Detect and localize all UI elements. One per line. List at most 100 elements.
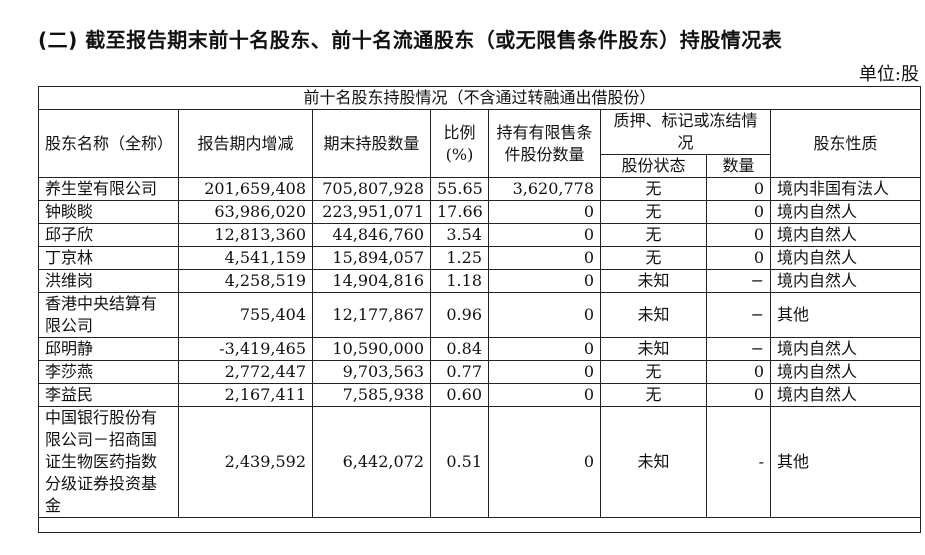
table-row: 李莎燕 2,772,447 9,703,563 0.77 0 无 0 境内自然人 <box>38 360 922 384</box>
pledge-qty-cell: 0 <box>706 246 771 270</box>
ratio-cell: 1.18 <box>430 269 489 293</box>
shareholder-name: 洪维岗 <box>38 269 179 293</box>
top-ten-shareholders-table: 前十名股东持股情况（不含通过转融通出借股份） 股东名称（全称） 报告期内增减 期… <box>37 86 922 533</box>
table-row: 中国银行股份有限公司－招商国证生物医药指数分级证券投资基金 2,439,592 6,… <box>38 406 922 518</box>
shareholder-name: 中国银行股份有限公司－招商国证生物医药指数分级证券投资基金 <box>38 406 179 518</box>
change-cell: 2,772,447 <box>178 360 313 384</box>
section-heading: (二) 截至报告期末前十名股东、前十名流通股东（或无限售条件股东）持股情况表 <box>38 28 783 52</box>
pledge-status-cell: 无 <box>600 200 707 224</box>
nature-cell: 其他 <box>769 406 922 518</box>
change-cell: -3,419,465 <box>178 337 313 361</box>
header-pledge-status: 股份状态 <box>600 154 707 178</box>
change-cell: 755,404 <box>178 292 313 338</box>
nature-cell: 境内自然人 <box>769 337 922 361</box>
pledge-qty-cell: 0 <box>706 200 771 224</box>
restricted-cell: 0 <box>488 246 601 270</box>
restricted-cell: 0 <box>488 337 601 361</box>
ratio-cell: 17.66 <box>430 200 489 224</box>
restricted-cell: 3,620,778 <box>488 177 601 201</box>
pledge-status-cell: 未知 <box>600 337 707 361</box>
change-cell: 2,167,411 <box>178 383 313 407</box>
shares-cell: 12,177,867 <box>312 292 431 338</box>
nature-cell: 境内自然人 <box>769 360 922 384</box>
table-row: 洪维岗 4,258,519 14,904,816 1.18 0 未知 − 境内自然人 <box>38 269 922 293</box>
nature-cell: 境内自然人 <box>769 246 922 270</box>
header-pledge-group: 质押、标记或冻结情况 <box>600 109 771 155</box>
restricted-cell: 0 <box>488 292 601 338</box>
shares-cell: 10,590,000 <box>312 337 431 361</box>
table-row: 钟睒睒 63,986,020 223,951,071 17.66 0 无 0 境内自然人 <box>38 200 922 224</box>
pledge-qty-cell: 0 <box>706 223 771 247</box>
restricted-cell: 0 <box>488 200 601 224</box>
pledge-qty-cell: 0 <box>706 383 771 407</box>
unit-label: 单位:股 <box>858 64 919 85</box>
header-restricted: 持有有限售条件股份数量 <box>488 109 601 178</box>
change-cell: 201,659,408 <box>178 177 313 201</box>
subheader-row: 股份状态 数量 <box>39 154 921 178</box>
change-cell: 63,986,020 <box>178 200 313 224</box>
ratio-cell: 0.96 <box>430 292 489 338</box>
ratio-cell: 0.84 <box>430 337 489 361</box>
table-row: 丁京林 4,541,159 15,894,057 1.25 0 无 0 境内自然人 <box>38 246 922 270</box>
table-row: 邱子欣 12,813,360 44,846,760 3.54 0 无 0 境内自然人 <box>38 223 922 247</box>
restricted-cell: 0 <box>488 383 601 407</box>
pledge-status-cell: 无 <box>600 360 707 384</box>
pledge-status-cell: 无 <box>600 246 707 270</box>
shares-cell: 7,585,938 <box>312 383 431 407</box>
ratio-cell: 55.65 <box>430 177 489 201</box>
restricted-cell: 0 <box>488 406 601 518</box>
shares-cell: 9,703,563 <box>312 360 431 384</box>
shares-cell: 15,894,057 <box>312 246 431 270</box>
shares-cell: 223,951,071 <box>312 200 431 224</box>
ratio-cell: 3.54 <box>430 223 489 247</box>
change-cell: 2,439,592 <box>178 406 313 518</box>
nature-cell: 境内自然人 <box>769 269 922 293</box>
ratio-cell: 0.77 <box>430 360 489 384</box>
change-cell: 4,258,519 <box>178 269 313 293</box>
shareholder-name: 邱子欣 <box>38 223 179 247</box>
table-row: 邱明静 -3,419,465 10,590,000 0.84 0 未知 − 境内自然人 <box>38 337 922 361</box>
shareholder-name: 丁京林 <box>38 246 179 270</box>
table-row-cutoff <box>37 517 922 533</box>
shares-cell: 44,846,760 <box>312 223 431 247</box>
nature-cell: 境内自然人 <box>769 383 922 407</box>
table-row: 香港中央结算有限公司 755,404 12,177,867 0.96 0 未知 − 其他 <box>38 292 922 338</box>
pledge-status-cell: 无 <box>600 223 707 247</box>
pledge-qty-cell: 0 <box>706 360 771 384</box>
shares-cell: 705,807,928 <box>312 177 431 201</box>
nature-cell: 境内自然人 <box>769 200 922 224</box>
cutoff-cell <box>37 517 922 533</box>
header-change: 报告期内增减 <box>178 109 313 178</box>
pledge-qty-cell: − <box>706 269 771 293</box>
table-caption-row: 前十名股东持股情况（不含通过转融通出借股份） <box>37 86 922 110</box>
restricted-cell: 0 <box>488 360 601 384</box>
pledge-qty-cell: - <box>706 406 771 518</box>
shareholder-name: 养生堂有限公司 <box>38 177 179 201</box>
pledge-status-cell: 无 <box>600 383 707 407</box>
header-name: 股东名称（全称） <box>38 109 179 178</box>
ratio-cell: 0.51 <box>430 406 489 518</box>
pledge-status-cell: 无 <box>600 177 707 201</box>
table-row: 养生堂有限公司 201,659,408 705,807,928 55.65 3,620,… <box>38 177 922 201</box>
header-ratio: 比例(%) <box>430 109 489 178</box>
nature-cell: 其他 <box>769 292 922 338</box>
change-cell: 12,813,360 <box>178 223 313 247</box>
header-row: 股东名称（全称） 报告期内增减 期末持股数量 比例(%) 持有有限售条件股份数量… <box>38 109 922 178</box>
shareholder-name: 李莎燕 <box>38 360 179 384</box>
shares-cell: 6,442,072 <box>312 406 431 518</box>
pledge-qty-cell: − <box>706 292 771 338</box>
pledge-status-cell: 未知 <box>600 406 707 518</box>
change-cell: 4,541,159 <box>178 246 313 270</box>
shareholder-name: 李益民 <box>38 383 179 407</box>
shareholder-name: 钟睒睒 <box>38 200 179 224</box>
pledge-qty-cell: − <box>706 337 771 361</box>
header-nature: 股东性质 <box>769 109 922 178</box>
shares-cell: 14,904,816 <box>312 269 431 293</box>
table-row: 李益民 2,167,411 7,585,938 0.60 0 无 0 境内自然人 <box>38 383 922 407</box>
restricted-cell: 0 <box>488 269 601 293</box>
nature-cell: 境内非国有法人 <box>769 177 922 201</box>
header-shares: 期末持股数量 <box>312 109 431 178</box>
shareholder-name: 香港中央结算有限公司 <box>38 292 179 338</box>
nature-cell: 境内自然人 <box>769 223 922 247</box>
ratio-cell: 1.25 <box>430 246 489 270</box>
